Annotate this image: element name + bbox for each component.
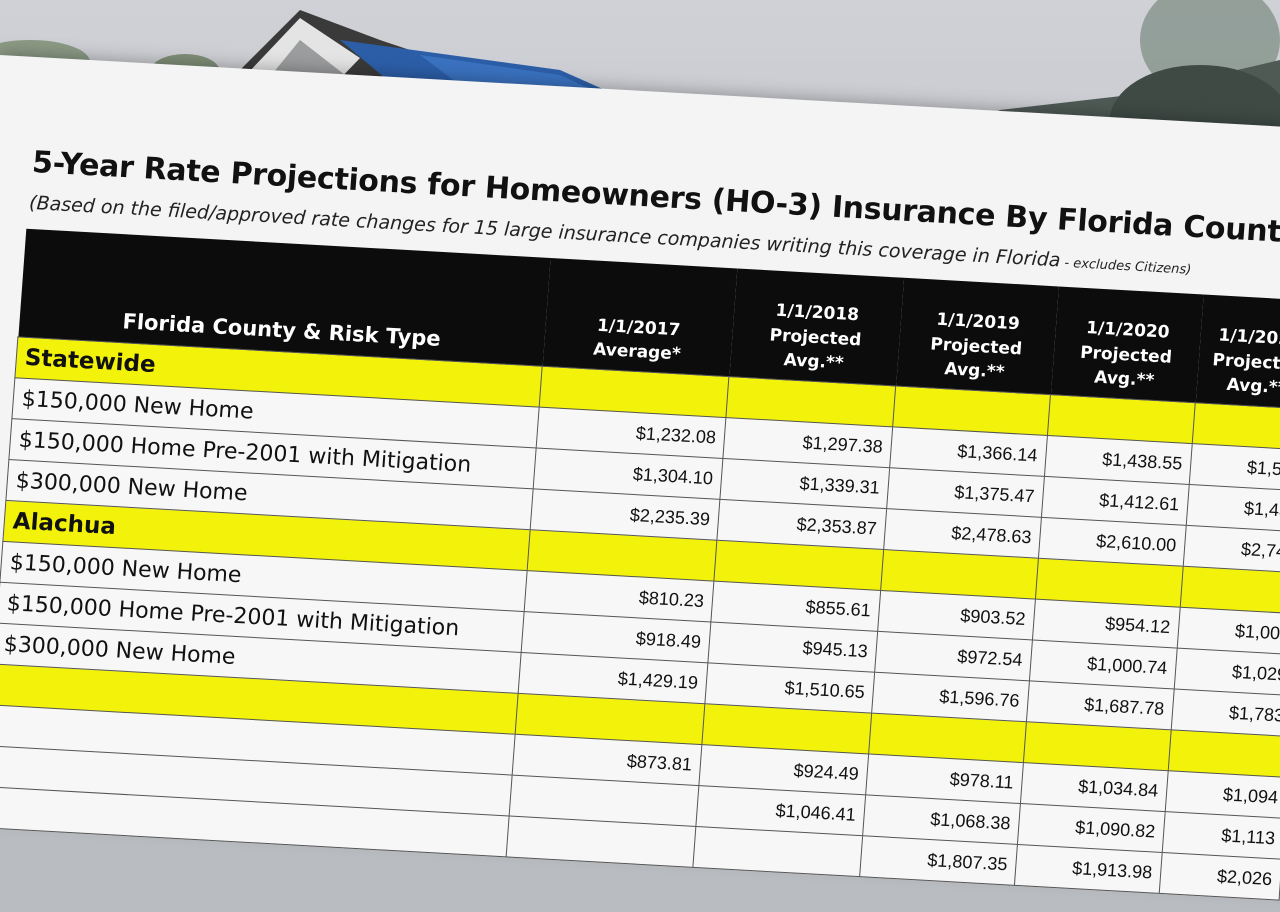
rate-cell: $2,026 <box>1159 852 1280 901</box>
table-body: Statewide $150,000 New Home $1,232.08 $1,29… <box>0 336 1280 901</box>
rate-cell: $1,450 <box>1186 484 1280 533</box>
rate-cell: $1,807.35 <box>859 835 1018 886</box>
rate-cell: $1,514 <box>1189 443 1280 492</box>
rate-cell: $1,029 <box>1174 648 1280 696</box>
column-header: 1/1/2021 Projected Avg.** <box>1195 294 1280 410</box>
rate-document: 5-Year Rate Projections for Homeowners (… <box>0 55 1280 901</box>
rate-cell: $2,748 <box>1183 525 1280 573</box>
column-header: 1/1/2018 Projected Avg.** <box>728 268 904 386</box>
rate-cell <box>1180 566 1280 614</box>
rate-cell: $1,783 <box>1171 688 1280 737</box>
column-header: 1/1/2019 Projected Avg.** <box>895 277 1059 395</box>
rate-cell: $1,094 <box>1165 770 1280 819</box>
subtitle-note: - excludes Citizens) <box>1059 255 1192 278</box>
rate-cell <box>1168 729 1280 778</box>
rate-cell <box>1192 402 1280 451</box>
column-header: 1/1/2017 Average* <box>542 257 737 377</box>
rate-cell: $1,007 <box>1177 607 1280 655</box>
rate-cell <box>692 826 863 877</box>
rate-cell: $1,913.98 <box>1014 844 1163 894</box>
rate-cell: $1,113 <box>1162 811 1280 860</box>
column-header: 1/1/2020 Projected Avg.** <box>1050 286 1204 403</box>
rate-table: Florida County & Risk Type 1/1/2017 Avera… <box>0 228 1280 901</box>
